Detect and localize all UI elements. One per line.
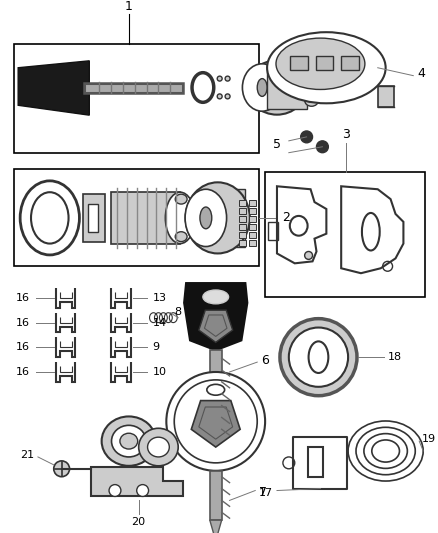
Text: 1: 1: [125, 0, 133, 13]
Ellipse shape: [289, 328, 348, 387]
Polygon shape: [91, 467, 183, 496]
Bar: [240, 200, 246, 206]
Bar: [210, 350, 222, 441]
Bar: [14, 44, 259, 152]
Ellipse shape: [267, 32, 385, 103]
Ellipse shape: [175, 194, 187, 204]
Ellipse shape: [309, 341, 328, 373]
Bar: [210, 471, 222, 520]
Bar: [378, 85, 393, 107]
Ellipse shape: [166, 192, 195, 244]
Bar: [240, 208, 246, 214]
Ellipse shape: [276, 38, 365, 90]
Bar: [249, 232, 256, 238]
Text: 16: 16: [16, 342, 30, 352]
Text: 14: 14: [152, 318, 166, 328]
Text: 5: 5: [273, 138, 281, 151]
Ellipse shape: [242, 64, 282, 111]
Text: 19: 19: [422, 434, 436, 444]
Ellipse shape: [225, 94, 230, 99]
Ellipse shape: [203, 290, 229, 304]
Polygon shape: [184, 283, 247, 350]
Text: 17: 17: [259, 488, 273, 497]
Text: 9: 9: [152, 342, 159, 352]
Ellipse shape: [257, 78, 267, 96]
Bar: [240, 240, 246, 246]
Text: 21: 21: [20, 450, 34, 460]
Bar: [240, 232, 246, 238]
Bar: [307, 447, 323, 477]
Bar: [240, 224, 246, 230]
Bar: [249, 216, 256, 222]
Ellipse shape: [225, 76, 230, 81]
Text: 20: 20: [132, 517, 146, 527]
Text: 16: 16: [16, 367, 30, 377]
Bar: [240, 216, 246, 222]
Bar: [249, 200, 256, 206]
Ellipse shape: [120, 433, 138, 449]
Ellipse shape: [148, 437, 170, 457]
Ellipse shape: [305, 70, 318, 82]
Polygon shape: [199, 310, 233, 342]
Ellipse shape: [280, 319, 357, 395]
Bar: [249, 240, 256, 246]
Text: 6: 6: [261, 353, 269, 367]
Ellipse shape: [247, 60, 307, 115]
Bar: [290, 56, 307, 70]
Bar: [315, 56, 333, 70]
Text: 16: 16: [16, 318, 30, 328]
Ellipse shape: [305, 252, 313, 260]
Polygon shape: [210, 520, 222, 533]
Polygon shape: [277, 186, 326, 263]
Text: 16: 16: [16, 293, 30, 303]
Ellipse shape: [102, 416, 156, 466]
Ellipse shape: [109, 484, 121, 496]
Ellipse shape: [112, 425, 146, 457]
Bar: [249, 208, 256, 214]
Polygon shape: [18, 61, 89, 115]
Ellipse shape: [175, 232, 187, 241]
Ellipse shape: [185, 189, 226, 247]
Bar: [249, 224, 256, 230]
Ellipse shape: [54, 461, 70, 477]
Polygon shape: [341, 186, 403, 273]
Ellipse shape: [305, 94, 318, 106]
Ellipse shape: [137, 484, 148, 496]
Bar: [83, 194, 105, 241]
Bar: [111, 192, 180, 244]
Bar: [14, 169, 259, 266]
Text: 10: 10: [152, 367, 166, 377]
Bar: [88, 204, 98, 232]
Ellipse shape: [217, 76, 222, 81]
Bar: [206, 189, 245, 247]
Ellipse shape: [217, 94, 222, 99]
Bar: [268, 222, 278, 240]
Ellipse shape: [166, 372, 265, 471]
Text: 2: 2: [282, 212, 290, 224]
Ellipse shape: [300, 131, 313, 143]
Ellipse shape: [139, 429, 178, 466]
Ellipse shape: [200, 207, 212, 229]
Ellipse shape: [186, 182, 250, 254]
Bar: [265, 173, 425, 297]
Polygon shape: [210, 441, 222, 455]
Text: 3: 3: [342, 128, 350, 141]
Ellipse shape: [174, 380, 257, 463]
Text: 18: 18: [388, 352, 402, 362]
Ellipse shape: [207, 384, 225, 395]
Polygon shape: [191, 401, 240, 447]
Text: 8: 8: [174, 306, 181, 317]
Bar: [341, 56, 359, 70]
Ellipse shape: [20, 181, 79, 255]
Ellipse shape: [317, 141, 328, 152]
Bar: [293, 437, 347, 489]
Bar: [267, 66, 307, 109]
Text: 7: 7: [259, 486, 267, 499]
Text: 13: 13: [152, 293, 166, 303]
Ellipse shape: [31, 192, 69, 244]
Text: 4: 4: [417, 67, 425, 80]
